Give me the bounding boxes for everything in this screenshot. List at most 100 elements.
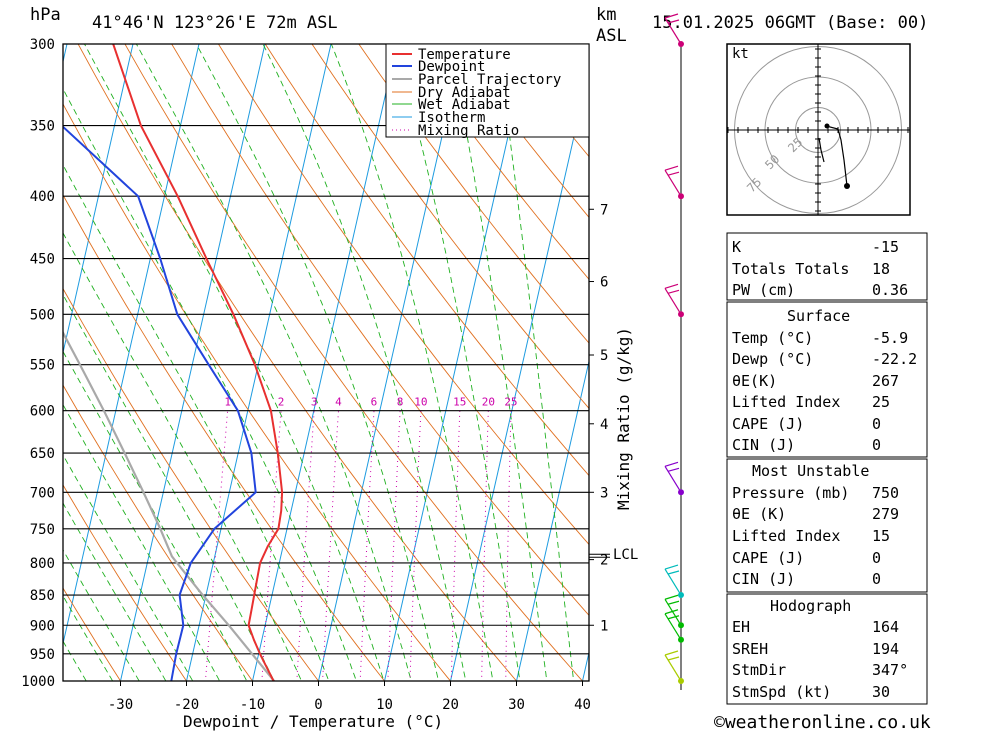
isotherm-line	[185, 44, 332, 681]
wet-adiabat-line	[83, 44, 385, 681]
surface-cape-label: CAPE (J)	[732, 415, 804, 433]
surface-temp-value: -5.9	[872, 329, 908, 347]
wind-barb	[664, 594, 682, 626]
wind-barb-staff	[664, 598, 682, 626]
mu-li-value: 15	[872, 527, 890, 545]
surface-cin-value: 0	[872, 436, 881, 454]
isotherm-line	[63, 44, 200, 646]
wind-barb-flag	[667, 656, 680, 661]
surface-dewp-label: Dewp (°C)	[732, 350, 813, 368]
hodograph-stats-panel: Hodograph EH 164 SREH 194 StmDir 347° St…	[726, 593, 928, 705]
wind-barb-staff	[664, 568, 682, 596]
dry-adiabat-line	[124, 44, 584, 681]
x-tick-label: 10	[376, 697, 393, 713]
wet-adiabat-line	[449, 44, 548, 681]
mixing-ratio-line	[322, 410, 339, 681]
wind-barb	[664, 165, 682, 197]
mu-pressure-label: Pressure (mb)	[732, 484, 849, 502]
km-tick-label: 7	[600, 202, 608, 218]
wind-barb-staff	[664, 654, 682, 682]
mixing-ratio-label: 3	[311, 396, 318, 409]
surface-panel: Surface Temp (°C) -5.9 Dewp (°C) -22.2 θ…	[726, 301, 928, 458]
k-index-value: -15	[872, 238, 899, 256]
location-label: 41°46'N 123°26'E 72m ASL	[92, 13, 338, 33]
mixing-ratio-label: 1	[224, 396, 231, 409]
mixing-ratio-label: 8	[397, 396, 404, 409]
wet-adiabat-line	[63, 232, 302, 681]
sreh-value: 194	[872, 640, 899, 658]
wind-barb	[664, 650, 682, 682]
km-tick-label: 2	[600, 553, 608, 569]
mixing-ratio-labels: 1 2 3 4 6 8 10 15 20 25	[224, 396, 517, 409]
hodo-stats-title: Hodograph	[770, 597, 851, 615]
wind-barb-flag	[667, 171, 680, 176]
mu-cape-value: 0	[872, 549, 881, 567]
isotherm-line	[63, 44, 134, 355]
series-dewpoint	[63, 125, 257, 681]
legend-dry-adiabat: Dry Adiabat	[418, 85, 511, 101]
wind-barb-staff	[664, 287, 682, 315]
wet-adiabat-line	[330, 44, 494, 681]
surface-cin-label: CIN (J)	[732, 436, 795, 454]
mixing-ratio-line	[481, 410, 489, 681]
pressure-tick-label: 700	[30, 485, 55, 501]
height-tick-labels: 1 2 3 4 5 6 7	[589, 202, 610, 634]
wind-barb-flag	[667, 615, 680, 620]
mixing-ratio-label: 15	[453, 396, 466, 409]
dry-adiabat-line	[171, 44, 589, 617]
copyright-link[interactable]: ©weatheronline.co.uk	[714, 712, 931, 733]
wind-barb-flag	[664, 13, 679, 19]
totals-totals-label: Totals Totals	[732, 260, 849, 278]
surface-cape-value: 0	[872, 415, 881, 433]
isotherm-line	[251, 44, 398, 681]
dry-adiabat-line	[358, 44, 589, 344]
wind-barb-staff	[664, 169, 682, 197]
eh-value: 164	[872, 618, 899, 636]
dry-adiabat-line	[311, 44, 589, 410]
wind-barb-flag	[667, 467, 680, 472]
datetime-label: 15.01.2025 06GMT (Base: 00)	[652, 13, 928, 33]
wet-adiabat-line	[135, 44, 412, 681]
dry-adiabat-line	[264, 44, 589, 477]
wind-barb-flag	[667, 289, 680, 294]
series-temperature	[112, 44, 284, 681]
mixing-ratio-axis-title: Mixing Ratio (g/kg)	[614, 327, 633, 510]
x-tick-label: -30	[108, 697, 133, 713]
wind-barb-flag	[664, 650, 679, 656]
km-tick-label: 1	[600, 618, 608, 634]
x-tick-label: 20	[442, 697, 459, 713]
surface-theta-value: 267	[872, 372, 899, 390]
pressure-tick-labels: 300 350 400 450 500 550 600 650 700 750 800 850 900 9…	[21, 37, 55, 690]
wet-adiabat-line	[63, 163, 330, 681]
legend-temperature: Temperature	[418, 47, 511, 63]
km-tick-label: 3	[600, 485, 608, 501]
legend-dewpoint: Dewpoint	[418, 59, 485, 75]
legend: Temperature Dewpoint Parcel Trajectory D…	[385, 43, 590, 139]
legend-mixing-ratio: Mixing Ratio	[418, 123, 519, 139]
mixing-ratio-label: 4	[335, 396, 342, 409]
wind-barb-flag	[667, 19, 680, 24]
mixing-ratio-label: 20	[482, 396, 495, 409]
pressure-tick-label: 1000	[21, 674, 55, 690]
stmdir-label: StmDir	[732, 661, 786, 679]
pw-value: 0.36	[872, 281, 908, 299]
wind-barb-flag	[664, 564, 679, 570]
wet-adiabat-line	[496, 44, 575, 681]
sreh-label: SREH	[732, 640, 768, 658]
hodograph-unit-label: kt	[732, 46, 749, 62]
pw-label: PW (cm)	[732, 281, 795, 299]
x-axis-title: Dewpoint / Temperature (°C)	[183, 712, 443, 731]
dry-adiabat-line	[63, 384, 254, 681]
hodograph-trace	[825, 125, 848, 187]
most-unstable-panel: Most Unstable Pressure (mb) 750 θE (K) 2…	[726, 458, 928, 593]
indices-panel: K -15 Totals Totals 18 PW (cm) 0.36	[726, 232, 928, 301]
dry-adiabat-line	[63, 587, 122, 681]
surface-dewp-value: -22.2	[872, 350, 917, 368]
mu-pressure-value: 750	[872, 484, 899, 502]
dry-adiabat-line	[217, 44, 589, 546]
profiles	[63, 44, 284, 681]
surface-li-label: Lifted Index	[732, 393, 840, 411]
wind-barb-flag	[664, 461, 679, 467]
